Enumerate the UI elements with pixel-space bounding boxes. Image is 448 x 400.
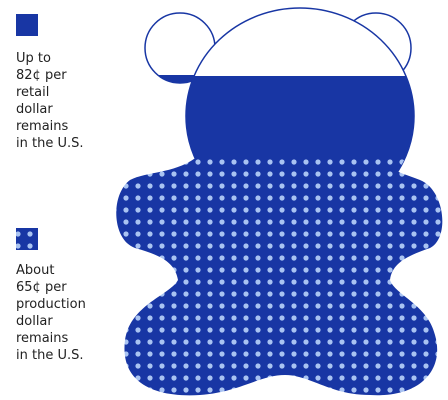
legend-text: About 65¢ per production dollar remains in th… [16,263,86,363]
legend: Up to 82¢ per retail dollar remains in the U.… [16,14,86,363]
legend-line: remains [16,119,69,134]
legend-line: dollar [16,102,53,117]
bear [116,7,443,396]
legend-line: Up to [16,51,51,66]
legend-line: in the U.S. [16,348,83,363]
legend-line: retail [16,85,49,100]
legend-line: 82¢ per [16,68,67,83]
dotted-fill [116,156,443,396]
legend-line: dollar [16,314,53,329]
legend-line: in the U.S. [16,136,83,151]
legend-line: 65¢ per [16,280,67,295]
legend-line: About [16,263,54,278]
legend-text: Up to 82¢ per retail dollar remains in the U.… [16,51,83,151]
legend-swatch-solid [16,14,38,36]
legend-line: remains [16,331,69,346]
legend-swatch-dotted [16,228,38,250]
solid-fill [116,76,443,158]
legend-line: production [16,297,86,312]
